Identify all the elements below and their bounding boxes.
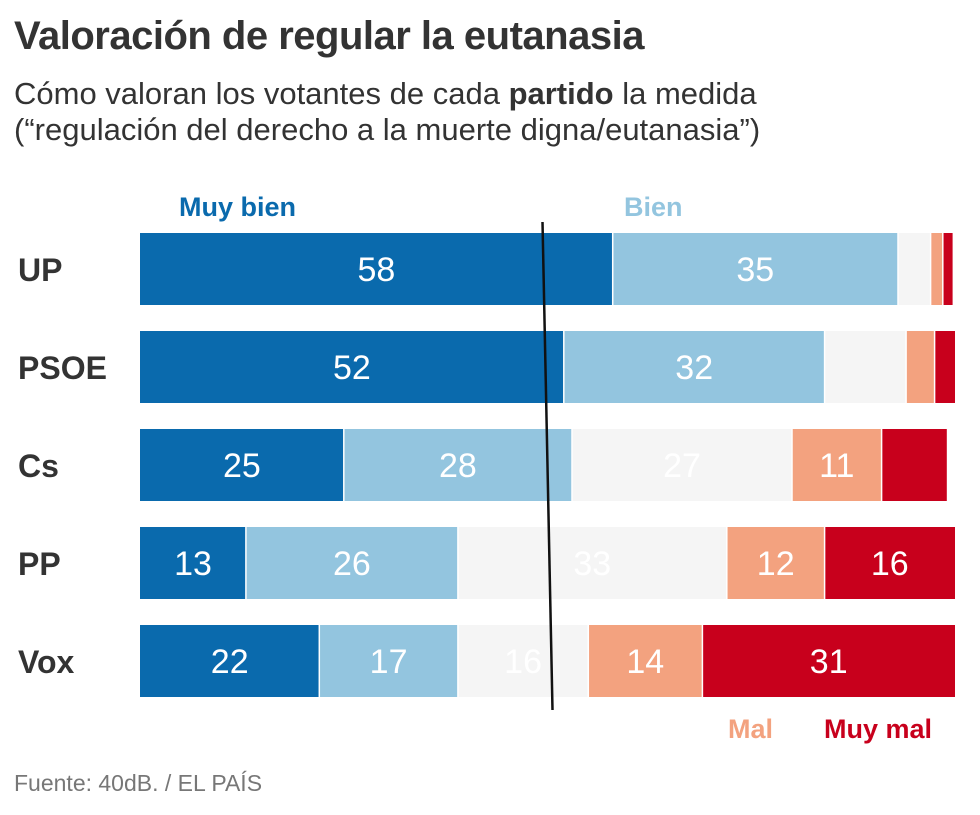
bar-cs-bien: [343, 429, 572, 501]
bar-pp-otros: [457, 527, 727, 599]
value-label-psoe-muy-bien: 52: [333, 349, 371, 387]
bar-cs-otros: [572, 429, 793, 501]
subtitle-bold-word: partido: [508, 76, 614, 111]
bar-pp-mal: [726, 527, 825, 599]
value-label-vox-mal: 14: [626, 643, 664, 681]
value-label-pp-bien: 26: [333, 545, 371, 583]
value-label-pp-muy-mal: 16: [871, 545, 909, 583]
value-label-pp-mal: 12: [757, 545, 795, 583]
bar-psoe-muy-mal: [934, 331, 955, 403]
bar-vox-muy-bien: [140, 625, 320, 697]
value-label-up-bien: 35: [736, 251, 774, 289]
bar-up-muy-mal: [942, 233, 953, 305]
subtitle-text-start: Cómo valoran los votantes de cada: [14, 76, 509, 111]
category-label-up: UP: [18, 252, 62, 288]
value-label-psoe-bien: 32: [675, 349, 713, 387]
value-label-up-muy-bien: 58: [357, 251, 395, 289]
bar-up-mal: [930, 233, 943, 305]
value-label-vox-bien: 17: [370, 643, 408, 681]
category-label-pp: PP: [18, 546, 61, 582]
legend-mal: Mal: [728, 714, 774, 744]
value-label-vox-muy-mal: 31: [810, 643, 848, 681]
legend-bien: Bien: [624, 192, 683, 222]
value-label-vox-otros: 16: [504, 643, 542, 681]
bar-vox-bien: [319, 625, 458, 697]
subtitle-text-end: la medida: [613, 76, 757, 111]
reference-line-50: [541, 221, 554, 711]
bar-vox-otros: [457, 625, 589, 697]
chart-subtitle: Cómo valoran los votantes de cada partid…: [14, 76, 964, 148]
value-label-vox-muy-bien: 22: [211, 643, 249, 681]
value-label-pp-otros: 33: [573, 545, 611, 583]
bar-pp-muy-bien: [140, 527, 246, 599]
category-label-vox: Vox: [18, 644, 75, 680]
bar-cs-mal: [792, 429, 882, 501]
category-label-cs: Cs: [18, 448, 59, 484]
bar-cs-muy-bien: [140, 429, 344, 501]
value-label-cs-mal: 11: [819, 447, 854, 485]
chart-title: Valoración de regular la eutanasia: [14, 14, 644, 58]
bar-up-muy-bien: [140, 233, 613, 305]
bar-vox-mal: [588, 625, 703, 697]
legend-muy-mal: Muy mal: [824, 714, 933, 744]
source-note: Fuente: 40dB. / EL PAÍS: [14, 770, 263, 796]
value-label-cs-bien: 28: [439, 447, 477, 485]
bar-pp-muy-mal: [824, 527, 955, 599]
bar-psoe-bien: [563, 331, 825, 403]
value-label-cs-muy-bien: 25: [223, 447, 261, 485]
legend-muy-bien: Muy bien: [179, 192, 297, 222]
bar-up-bien: [612, 233, 898, 305]
bar-vox-muy-mal: [702, 625, 955, 697]
value-label-pp-muy-bien: 13: [174, 545, 212, 583]
bar-cs-muy-mal: [881, 429, 947, 501]
bar-psoe-muy-bien: [140, 331, 564, 403]
bar-psoe-otros: [824, 331, 907, 403]
category-label-psoe: PSOE: [18, 350, 107, 386]
bar-up-otros: [898, 233, 931, 305]
bar-pp-bien: [245, 527, 458, 599]
value-label-cs-otros: 27: [663, 447, 701, 485]
bar-psoe-mal: [906, 331, 935, 403]
subtitle-line-2: (“regulación del derecho a la muerte dig…: [14, 112, 761, 147]
